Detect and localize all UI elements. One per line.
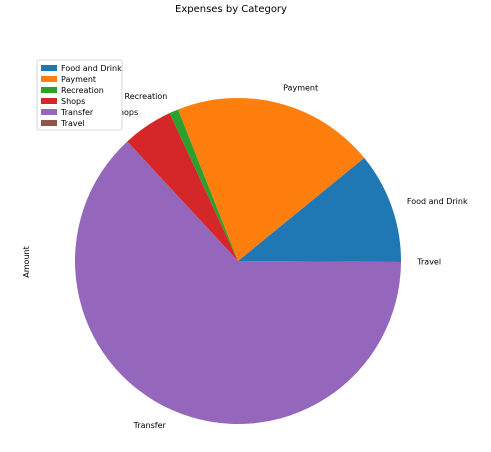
pie-label-payment: Payment [283, 84, 318, 93]
legend: Food and Drink Payment Recreation Shops Tran… [36, 59, 123, 131]
legend-label-transfer: Transfer [60, 108, 94, 117]
pie-slices [75, 98, 402, 424]
legend-box [36, 59, 123, 131]
legend-label-shops: Shops [61, 97, 85, 106]
legend-swatch-transfer [41, 109, 57, 115]
pie-slice-travel [238, 261, 402, 263]
pie-label-recreation: Recreation [125, 92, 168, 101]
legend-label-recreation: Recreation [61, 86, 104, 95]
pie-label-transfer: Transfer [133, 421, 167, 430]
pie-label-shops: Shops [114, 108, 138, 117]
legend-swatch-recreation [41, 87, 57, 93]
legend-swatch-shops [41, 98, 57, 104]
legend-label-travel: Travel [60, 119, 85, 128]
pie-slice-shops [127, 113, 238, 261]
chart-title: Expenses by Category [175, 4, 287, 15]
pie-slice-labels: Food and Drink Payment Recreation Shops Tran… [114, 84, 468, 431]
legend-label-food-and-drink: Food and Drink [61, 64, 122, 73]
legend-swatch-travel [41, 120, 57, 126]
y-axis-label: Amount [22, 246, 31, 277]
pie-slice-transfer [75, 141, 401, 424]
legend-swatch-payment [41, 76, 57, 82]
pie-label-travel: Travel [416, 258, 441, 267]
legend-swatch-food-and-drink [41, 65, 57, 71]
pie-label-food-and-drink: Food and Drink [407, 197, 468, 206]
pie-slice-recreation [169, 109, 238, 261]
legend-label-payment: Payment [61, 75, 96, 84]
pie-slice-payment [178, 98, 365, 262]
pie-slice-food-and-drink [238, 157, 401, 261]
